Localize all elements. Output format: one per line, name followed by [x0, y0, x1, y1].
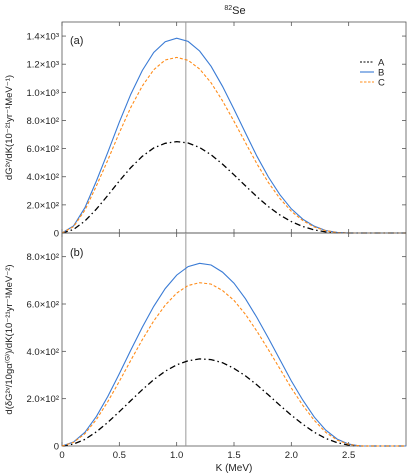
y-axis-label: d(δG²ᵛ/10gα⁽ᴳ⁾)/dK(10⁻²¹yr⁻¹MeV⁻²) [4, 264, 15, 414]
legend-label-a: A [378, 58, 385, 69]
y-tick-label: 1.4×10³ [27, 32, 60, 43]
panel-label: (a) [70, 35, 83, 47]
plot-frame [61, 232, 407, 447]
legend-label-c: C [378, 78, 385, 89]
y-tick-label: 0 [54, 442, 59, 453]
legend-label-b: B [378, 68, 384, 79]
y-tick-label: 2.0×10² [27, 394, 60, 405]
x-tick-label: 2.5 [342, 450, 355, 461]
x-tick-label: 0 [59, 450, 64, 461]
x-tick-label: 2.0 [285, 450, 298, 461]
plot-frame [61, 21, 407, 234]
figure-title: 82Se [224, 5, 245, 17]
y-tick-label: 4.0×10² [27, 347, 60, 358]
y-tick-label: 1.2×10³ [27, 60, 60, 71]
y-tick-label: 6.0×10² [27, 300, 60, 311]
panel-a: 0 2.0×10² 4.0×10² 6.0×10² 8.0×10² 1.0×10³ 1.2×… [4, 21, 407, 240]
legend: ABC [360, 58, 385, 89]
x-tick-label: 1.5 [227, 450, 240, 461]
y-tick-label: 8.0×10² [27, 116, 60, 127]
panel-label: (b) [70, 247, 83, 259]
x-tick-label: 1.0 [170, 450, 183, 461]
y-axis-label: dG²ᵛ/dK(10⁻²¹yr⁻¹MeV⁻¹) [4, 75, 15, 180]
y-tick-label: 0 [54, 229, 59, 240]
y-tick-label: 8.0×10² [27, 252, 60, 263]
series-line-c [61, 282, 406, 447]
figure-title-mass-number: 82 [224, 5, 232, 12]
figure-title-element: Se [232, 5, 245, 17]
series-line-c [61, 56, 406, 234]
y-tick-label: 4.0×10² [27, 172, 60, 183]
y-tick-label: 2.0×10² [27, 200, 60, 211]
series-line-a [61, 358, 406, 447]
series-line-b [61, 262, 406, 447]
y-tick-label: 1.0×10³ [27, 88, 60, 99]
x-axis-label: K (MeV) [216, 463, 253, 474]
series-line-b [61, 37, 406, 234]
panel-b: 0 2.0×10² 4.0×10² 6.0×10² 8.0×10² 0 0.5 1.0 1.5 2… [4, 232, 407, 474]
series-line-a [61, 140, 406, 234]
x-tick-label: 0.5 [113, 450, 126, 461]
y-tick-label: 6.0×10² [27, 144, 60, 155]
